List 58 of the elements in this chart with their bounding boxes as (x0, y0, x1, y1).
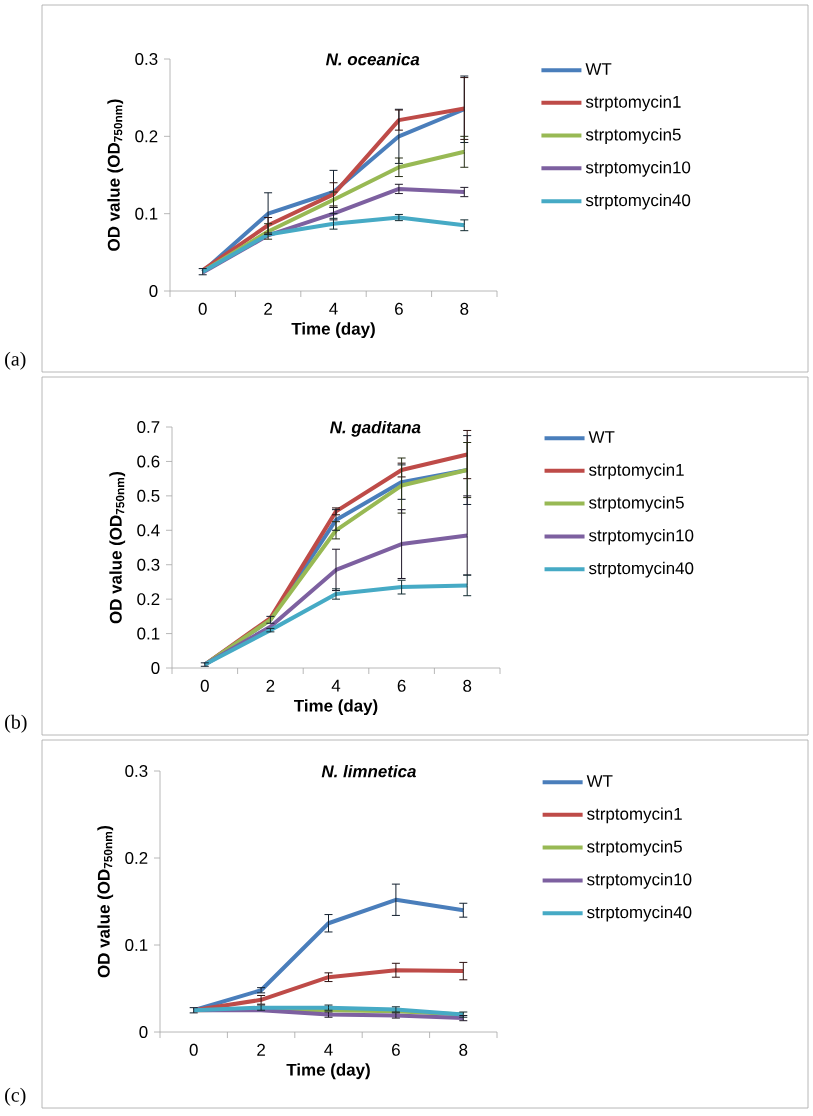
y-tick-label: 0.3 (137, 558, 160, 571)
text: (a) (5, 351, 26, 370)
y-tick-label: 0.1 (125, 939, 148, 952)
legend-label: WT (586, 775, 613, 787)
legend-label: strptomycin5 (587, 840, 682, 856)
y-tick-label: 0.4 (137, 524, 160, 537)
legend-label: strptomycin1 (589, 463, 684, 480)
x-tick-label: 6 (397, 679, 406, 692)
legend-label: strptomycin10 (589, 528, 694, 545)
x-axis-title: Time (day) (293, 699, 378, 716)
x-tick-label: 0 (189, 1043, 198, 1056)
legend-label: strptomycin40 (585, 193, 691, 210)
y-tick-label: 0.2 (125, 852, 148, 865)
y-tick-label: 0.2 (137, 593, 160, 606)
chart-title: N. gaditana (330, 420, 421, 437)
x-tick-label: 8 (460, 302, 469, 315)
x-tick-label: 2 (264, 302, 272, 315)
x-tick-label: 4 (324, 1043, 333, 1056)
y-axis-title: OD value (OD$_{750nm}$) (107, 99, 124, 251)
x-tick-label: 8 (459, 1043, 468, 1056)
legend-label: WT (588, 431, 615, 443)
chart-title: N. oceanica (325, 52, 420, 66)
x-tick-label: 0 (198, 302, 207, 315)
legend-label: strptomycin10 (587, 872, 692, 889)
x-axis-title: Time (day) (291, 322, 375, 339)
legend-label: strptomycin10 (585, 160, 691, 177)
y-tick-label: 0 (149, 285, 158, 298)
y-tick-label: 0.7 (137, 421, 160, 434)
legend-label: WT (585, 63, 612, 75)
y-tick-label: 0.3 (125, 765, 148, 778)
x-tick-label: 2 (266, 679, 275, 692)
y-tick-label: 0 (151, 662, 160, 675)
y-axis-title: OD value (OD$_{750nm}$) (97, 825, 114, 978)
legend-label: strptomycin1 (587, 807, 682, 824)
y-tick-label: 0.3 (135, 53, 158, 65)
text: (c) (5, 1087, 26, 1106)
y-tick-label: 0.2 (135, 130, 158, 143)
y-tick-label: 0.5 (137, 489, 160, 502)
legend-label: strptomycin40 (587, 905, 692, 922)
chart-title: N. limnetica (321, 764, 416, 778)
x-tick-label: 2 (257, 1043, 265, 1056)
text: (b) (5, 714, 27, 733)
legend-label: strptomycin5 (585, 128, 681, 144)
y-tick-label: 0.6 (137, 455, 160, 468)
x-tick-label: 4 (331, 679, 341, 692)
y-tick-label: 0.1 (135, 207, 158, 220)
x-tick-label: 8 (463, 679, 472, 692)
y-tick-label: 0.1 (137, 627, 160, 640)
x-axis-title: Time (day) (286, 1063, 370, 1080)
legend-label: strptomycin1 (585, 95, 681, 112)
x-tick-label: 6 (392, 1043, 400, 1056)
legend-label: strptomycin40 (589, 561, 694, 578)
x-tick-label: 0 (200, 679, 209, 692)
y-axis-title: OD value (OD$_{750nm}$) (109, 471, 126, 624)
x-tick-label: 4 (329, 302, 338, 315)
x-tick-label: 6 (395, 302, 403, 315)
legend-label: strptomycin5 (589, 496, 684, 512)
y-tick-label: 0 (139, 1026, 148, 1039)
